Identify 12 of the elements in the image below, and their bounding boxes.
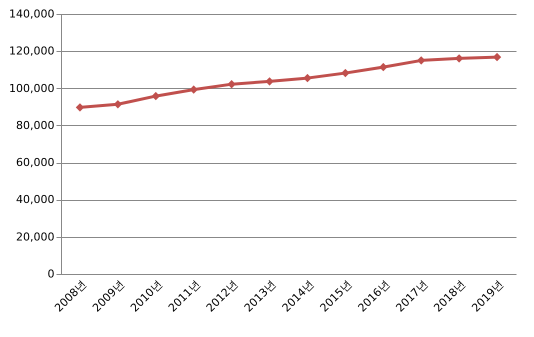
- y-tick-label: 120,000: [9, 44, 54, 58]
- y-tick-label: 0: [48, 268, 54, 280]
- point: [417, 56, 426, 65]
- point: [152, 92, 160, 100]
- y-tick-label: 140,000: [9, 8, 54, 20]
- y-tick-label: 40,000: [16, 193, 54, 206]
- point: [379, 62, 388, 72]
- y-tick-label: 80,000: [16, 118, 54, 132]
- y-tick-label: 100,000: [9, 82, 54, 95]
- y-tick-label: 20,000: [16, 230, 54, 244]
- y-tick-label: 60,000: [16, 156, 54, 170]
- point: [190, 85, 198, 94]
